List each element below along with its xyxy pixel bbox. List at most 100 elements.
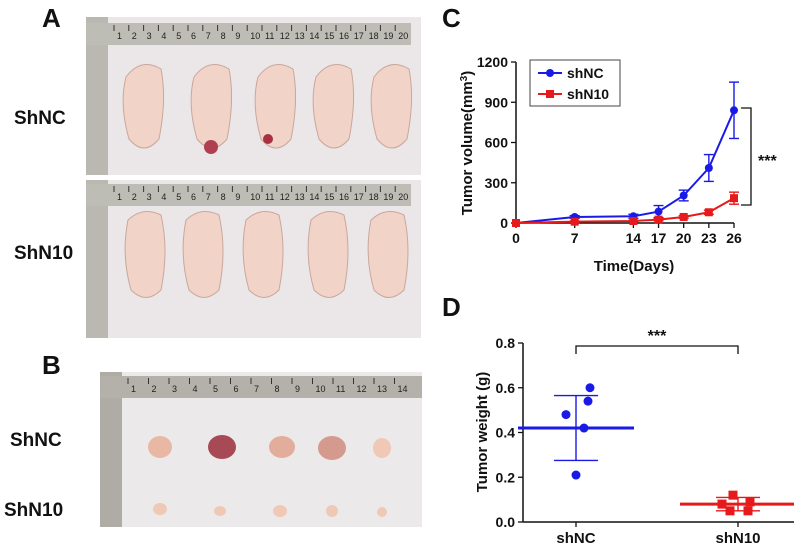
legend-shnc-marker	[546, 69, 554, 77]
c-y-tick-label: 600	[485, 135, 509, 151]
d-point-shN10	[745, 497, 755, 507]
panel-d-letter: D	[442, 292, 461, 322]
ruler-tick-label: 3	[147, 31, 152, 41]
d-y-tick-label: 0.0	[496, 514, 516, 530]
ruler-tick-label: 12	[280, 192, 290, 202]
ruler-tick-label: 8	[221, 31, 226, 41]
c-point-shNC	[730, 106, 738, 115]
legend-shnc-label: shNC	[567, 65, 604, 81]
c-point-shNC	[704, 163, 713, 172]
mice-photo-shn10: 1 2 3 4 5 6 7 8 9 10 11 12 13 14 15 16 17 18 19 20	[86, 180, 421, 338]
c-significance-label: ***	[758, 153, 777, 170]
c-x-tick-label: 7	[571, 230, 579, 246]
ruler-tick-label: 11	[265, 192, 274, 202]
d-point-shNC	[579, 423, 589, 433]
ruler-tick-label: 9	[295, 384, 300, 394]
ruler-tick-label: 7	[254, 384, 259, 394]
d-point-shNC	[571, 470, 581, 480]
panel-b-shnc-label: ShNC	[10, 430, 62, 451]
ruler-tick-label: 17	[354, 31, 364, 41]
ruler-tick-label: 2	[152, 384, 157, 394]
c-point-shNC	[679, 191, 688, 200]
ruler-tick-label: 20	[398, 192, 408, 202]
ruler-tick-label: 11	[336, 384, 345, 394]
ruler-tick-label: 13	[377, 384, 387, 394]
c-x-tick-label: 26	[726, 230, 742, 246]
c-x-tick-label: 14	[626, 230, 642, 246]
ruler-tick-label: 8	[221, 192, 226, 202]
ruler-tick-label: 14	[309, 31, 319, 41]
d-y-tick-label: 0.4	[496, 425, 516, 441]
ruler-tick-label: 2	[132, 192, 137, 202]
panel-b-letter: B	[42, 350, 61, 380]
ruler-tick-label: 4	[161, 31, 166, 41]
ruler-tick-label: 15	[324, 31, 334, 41]
ruler-tick-label: 10	[316, 384, 326, 394]
ruler-vertical	[86, 17, 108, 175]
ruler-tick-label: 12	[280, 31, 290, 41]
panel-a-shn10-label: ShN10	[14, 243, 74, 264]
c-point-shN10	[679, 212, 688, 221]
c-x-tick-label: 17	[651, 230, 667, 246]
ruler-tick-label: 14	[309, 192, 319, 202]
tumor-icon	[148, 435, 391, 517]
c-y-tick-label: 900	[485, 94, 509, 110]
ruler-tick-label: 4	[193, 384, 198, 394]
ruler-tick-label: 6	[191, 31, 196, 41]
ruler-tick-label: 19	[383, 31, 393, 41]
ruler-tick-label: 2	[132, 31, 137, 41]
ruler-tick-label: 18	[369, 31, 379, 41]
ruler-tick-label: 3	[147, 192, 152, 202]
d-ylabel: Tumor weight (g)	[474, 372, 491, 493]
c-point-shN10	[654, 215, 663, 224]
d-significance-bracket: ***	[575, 328, 739, 354]
ruler-tick-label: 5	[176, 192, 181, 202]
c-ylabel: Tumor volume(mm3)	[459, 71, 477, 215]
c-point-shNC	[654, 207, 663, 216]
ruler-tick-label: 5	[176, 31, 181, 41]
c-xlabel: Time(Days)	[594, 258, 675, 275]
c-x-tick-label: 20	[676, 230, 692, 246]
tumor-photo: 1 2 3 4 5 6 7 8 9 10 11 12 13 14	[100, 372, 422, 527]
c-point-shN10	[570, 217, 579, 226]
c-y-tick-label: 300	[485, 175, 509, 191]
ruler-tick-label: 6	[234, 384, 239, 394]
c-significance-bracket: ***	[741, 107, 777, 206]
c-x-tick-label: 23	[701, 230, 717, 246]
ruler-tick-label: 5	[213, 384, 218, 394]
panel-c-letter: C	[442, 3, 461, 33]
c-y-tick-label: 0	[500, 215, 508, 231]
ruler-tick-label: 4	[161, 192, 166, 202]
ruler-tick-label: 7	[206, 192, 211, 202]
ruler-tick-label: 19	[383, 192, 393, 202]
ruler-tick-label: 1	[117, 31, 122, 41]
legend-shn10-label: shN10	[567, 86, 609, 102]
panel-a-shnc-label: ShNC	[14, 108, 66, 129]
d-point-shNC	[585, 383, 595, 393]
ruler-tick-label: 12	[357, 384, 367, 394]
d-point-shN10	[743, 506, 753, 516]
ruler-tick-label: 1	[117, 192, 122, 202]
ruler-tick-label: 3	[172, 384, 177, 394]
d-x-tick-label: shN10	[715, 530, 760, 547]
d-y-tick-label: 0.6	[496, 380, 516, 396]
c-series-line-shN10	[515, 197, 735, 224]
d-point-shN10	[717, 499, 727, 509]
ruler-tick-label: 1	[131, 384, 136, 394]
ruler-tick-label: 8	[275, 384, 280, 394]
ruler-tick-label: 9	[235, 31, 240, 41]
mouse-icon	[122, 64, 413, 149]
c-point-shN10	[629, 216, 638, 225]
d-y-tick-label: 0.8	[496, 335, 516, 351]
c-point-shN10	[704, 208, 713, 217]
c-x-tick-label: 0	[512, 230, 520, 246]
d-x-tick-label: shNC	[556, 530, 595, 547]
ruler-tick-label: 14	[398, 384, 408, 394]
ruler-horizontal	[86, 23, 411, 45]
panel-b-shn10-label: ShN10	[4, 500, 64, 521]
ruler-tick-label: 16	[339, 192, 349, 202]
c-point-shNC	[512, 219, 520, 227]
ruler-tick-label: 17	[354, 192, 364, 202]
c-point-shN10	[512, 219, 520, 227]
ruler-tick-label: 6	[191, 192, 196, 202]
